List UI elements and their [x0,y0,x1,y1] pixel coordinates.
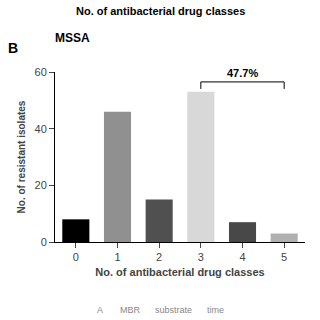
svg-text:4: 4 [239,251,245,263]
svg-text:No. of antibacterial drug clas: No. of antibacterial drug classes [95,266,264,278]
svg-text:2: 2 [156,251,162,263]
svg-text:20: 20 [35,179,47,191]
svg-text:MSSA: MSSA [55,31,90,45]
svg-text:0: 0 [41,236,47,248]
svg-text:5: 5 [281,251,287,263]
svg-text:47.7%: 47.7% [227,67,258,79]
svg-text:3: 3 [198,251,204,263]
svg-text:A MBR substrate: A MBR substrate time [97,305,224,315]
svg-text:60: 60 [35,66,47,78]
svg-text:40: 40 [35,123,47,135]
svg-text:0: 0 [73,251,79,263]
svg-text:No. of antibacterial drug clas: No. of antibacterial drug classes [76,5,245,17]
svg-text:1: 1 [114,251,120,263]
svg-text:No. of resistant isolates: No. of resistant isolates [16,100,27,213]
svg-text:B: B [8,40,18,56]
